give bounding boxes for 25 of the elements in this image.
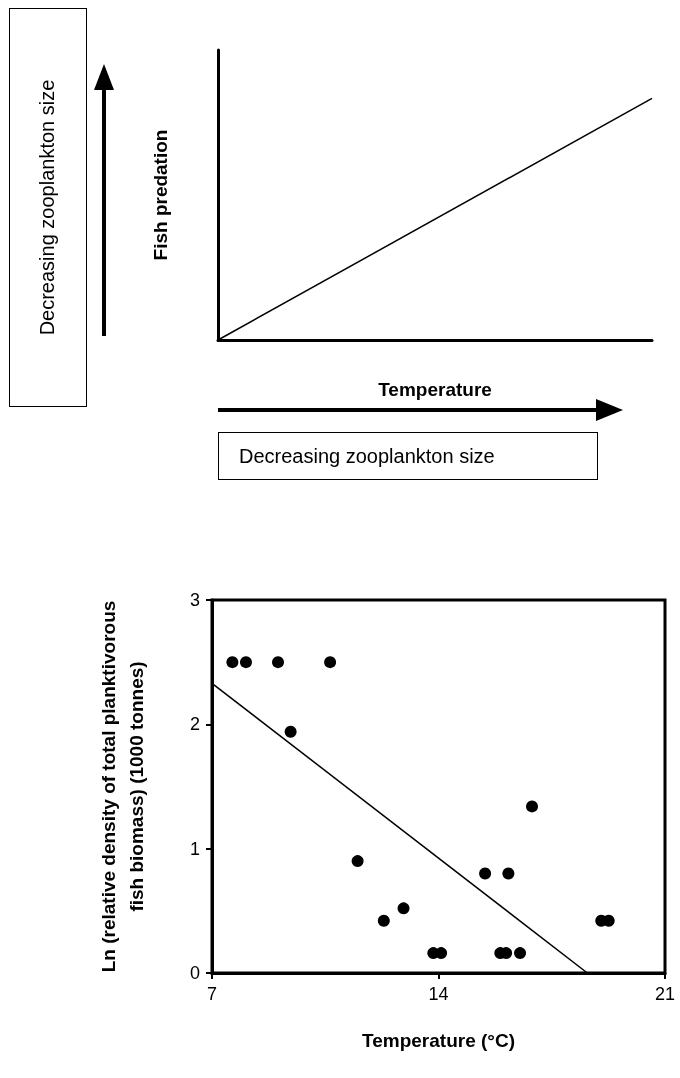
text: Decreasing zooplankton size	[218, 432, 598, 480]
y-axis-title: Ln (relative density of total planktivorous fish biomass) (1000 tonnes)	[97, 600, 147, 973]
y-tick-label: 2	[189, 714, 200, 735]
y-tick-label: 0	[189, 963, 200, 983]
point	[239, 656, 252, 669]
y-axis-title: Fish predation	[150, 129, 171, 261]
x-tick-label: 21	[654, 984, 676, 1004]
x-tick-label: 7	[206, 984, 218, 1004]
y-tick-label: 1	[189, 838, 200, 859]
point	[479, 867, 492, 880]
point	[377, 914, 390, 927]
point	[284, 725, 297, 738]
point	[397, 902, 410, 915]
point	[272, 656, 285, 669]
point	[351, 855, 364, 868]
point	[324, 656, 337, 669]
point	[226, 656, 239, 669]
x-tick-label: 14	[428, 984, 449, 1004]
point	[526, 800, 539, 813]
y-tick-label: 3	[189, 590, 200, 610]
annotation: Decreasing zooplankton size	[36, 79, 60, 336]
point	[514, 947, 527, 960]
point	[502, 867, 515, 880]
x-axis-title: Temperature	[378, 379, 492, 400]
x-axis-title: Temperature (°C)	[362, 1030, 515, 1051]
